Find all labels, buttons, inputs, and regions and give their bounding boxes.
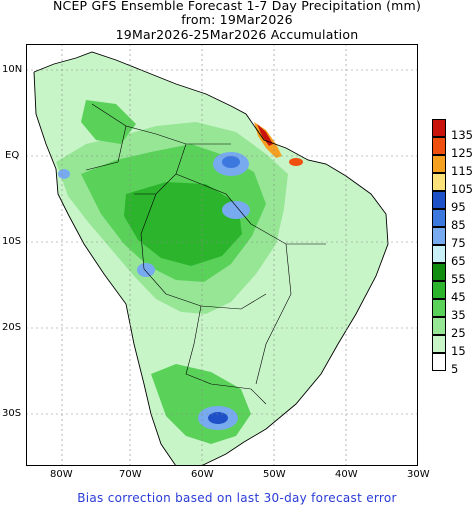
legend-swatch-115 <box>432 155 446 173</box>
lat-label-20s: 20S <box>2 322 22 333</box>
country-borders <box>85 103 326 405</box>
wet-spot-south-core <box>208 412 228 424</box>
precipitation-map <box>26 44 418 470</box>
legend-swatch-45 <box>432 281 446 299</box>
lon-label-50w: 50W <box>263 469 286 480</box>
legend-label-75: 75 <box>451 236 466 250</box>
lat-label-10n: 10N <box>2 64 23 75</box>
legend-label-125: 125 <box>451 146 473 160</box>
lon-label-40w: 40W <box>335 469 358 480</box>
legend-swatch-85 <box>432 209 446 227</box>
west-coastline <box>33 71 177 466</box>
legend-label-135: 135 <box>451 128 473 142</box>
map-title-line-1: NCEP GFS Ensemble Forecast 1-7 Day Preci… <box>52 0 422 13</box>
legend-swatch-75 <box>432 227 446 245</box>
lat-label-30s: 30S <box>2 408 22 419</box>
graticule <box>26 44 418 466</box>
lat-label-10s: 10S <box>2 236 22 247</box>
map-frame <box>26 44 418 466</box>
legend-swatch-125 <box>432 137 446 155</box>
lon-label-80w: 80W <box>50 469 73 480</box>
heavy-rain-spot <box>289 158 303 166</box>
bias-correction-note: Bias correction based on last 30-day for… <box>77 491 397 505</box>
legend-swatch-135 <box>432 119 446 137</box>
legend-label-55: 55 <box>451 272 466 286</box>
wet-spot-bolivia <box>137 263 155 277</box>
lon-label-60w: 60W <box>191 469 214 480</box>
lat-label-eq: EQ <box>5 150 20 161</box>
heavy-rain-coast-core <box>257 124 273 146</box>
coastline <box>33 51 389 466</box>
legend-label-115: 115 <box>451 164 473 178</box>
legend-label-25: 25 <box>451 326 466 340</box>
legend-swatch-25 <box>432 317 446 335</box>
legend-label-45: 45 <box>451 290 466 304</box>
wet-spot-central <box>222 201 250 219</box>
lon-label-70w: 70W <box>119 469 142 480</box>
legend-swatch-65 <box>432 245 446 263</box>
legend-label-85: 85 <box>451 218 466 232</box>
legend-label-65: 65 <box>451 254 466 268</box>
legend-label-15: 15 <box>451 344 466 358</box>
green-field-north <box>81 100 136 144</box>
legend-swatch-55 <box>432 263 446 281</box>
legend-swatch-35 <box>432 299 446 317</box>
legend-label-95: 95 <box>451 200 466 214</box>
legend-swatch-15 <box>432 335 446 353</box>
map-svg <box>26 44 418 466</box>
legend-swatch-5 <box>432 353 446 371</box>
legend-label-105: 105 <box>451 182 473 196</box>
map-title-line-2: from: 19Mar2026 <box>181 12 293 27</box>
legend-swatch-95 <box>432 191 446 209</box>
legend-label-5: 5 <box>451 362 459 376</box>
green-field-3 <box>124 182 242 266</box>
legend-swatch-105 <box>432 173 446 191</box>
map-title-line-3: 19Mar2026-25Mar2026 Accumulation <box>115 27 359 42</box>
wet-spot-ecuador <box>58 169 70 179</box>
lon-label-30w: 30W <box>407 469 430 480</box>
legend-label-35: 35 <box>451 308 466 322</box>
wet-spot-amazon-core <box>222 156 240 168</box>
